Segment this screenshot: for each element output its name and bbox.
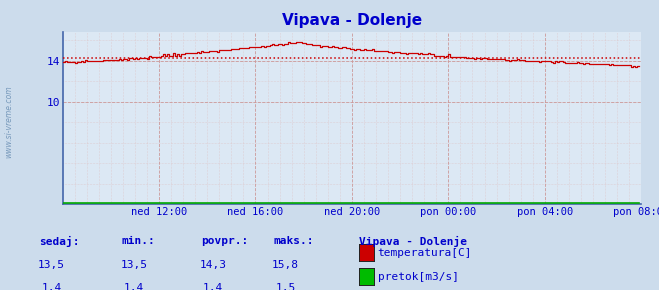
Text: 1,5: 1,5 [275,283,295,290]
Text: 14,3: 14,3 [200,260,226,269]
Title: Vipava - Dolenje: Vipava - Dolenje [282,13,422,28]
Text: min.:: min.: [122,236,156,246]
Text: maks.:: maks.: [273,236,314,246]
Text: 1,4: 1,4 [124,283,144,290]
Text: pretok[m3/s]: pretok[m3/s] [378,272,459,282]
Text: 1,4: 1,4 [203,283,223,290]
Text: temperatura[C]: temperatura[C] [378,248,472,258]
Text: 13,5: 13,5 [38,260,65,269]
Text: www.si-vreme.com: www.si-vreme.com [4,86,13,158]
Text: 15,8: 15,8 [272,260,299,269]
Text: 1,4: 1,4 [42,283,61,290]
Text: 13,5: 13,5 [121,260,147,269]
Text: sedaj:: sedaj: [40,236,80,247]
Text: povpr.:: povpr.: [201,236,248,246]
Text: Vipava - Dolenje: Vipava - Dolenje [359,236,467,247]
